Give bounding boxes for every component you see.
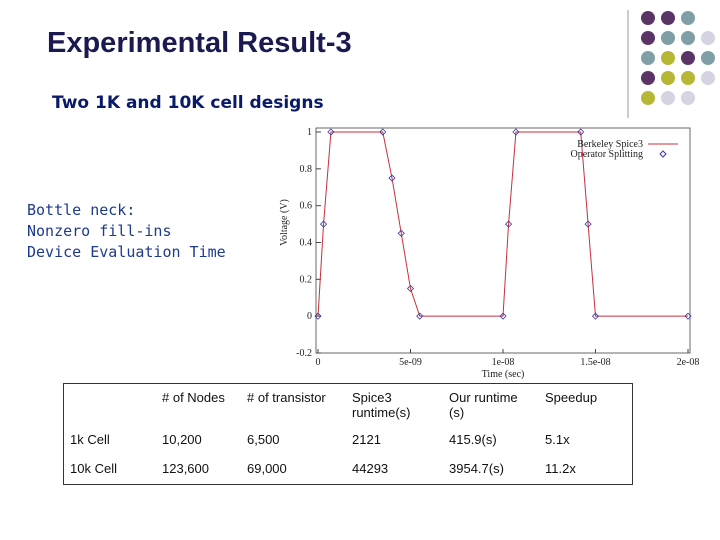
y-axis-label: Voltage (V) xyxy=(279,199,290,246)
diamond-marker xyxy=(397,229,405,237)
x-tick-label: 1e-08 xyxy=(492,357,515,368)
x-axis-label: Time (sec) xyxy=(482,369,525,380)
diamond-marker xyxy=(504,220,513,228)
cell: 69,000 xyxy=(247,461,287,476)
note: Bottle neck: xyxy=(27,201,136,219)
x-tick-label: 1.5e-08 xyxy=(580,357,610,368)
header-cell: # of Nodes xyxy=(162,390,225,405)
header-cell: Our runtime (s) xyxy=(449,390,518,420)
diamond-marker xyxy=(499,312,507,320)
cell: 11.2x xyxy=(545,461,576,476)
y-tick-label: 0 xyxy=(307,311,312,322)
diamond-marker xyxy=(577,128,585,136)
y-tick-label: 0.6 xyxy=(300,201,313,212)
note: Device Evaluation Time xyxy=(27,243,226,261)
diamond-marker xyxy=(379,128,387,136)
cell: 1k Cell xyxy=(70,432,110,447)
cell: 5.1x xyxy=(545,432,570,447)
legend-marker xyxy=(659,150,667,158)
diamond-marker xyxy=(591,312,600,320)
notes: Bottle neck: Nonzero fill-ins Device Eva… xyxy=(27,200,226,263)
cell: 6,500 xyxy=(247,432,280,447)
diamond-marker xyxy=(684,312,692,320)
note: Nonzero fill-ins xyxy=(27,222,172,240)
series-line xyxy=(317,131,688,317)
diamond-marker xyxy=(416,312,424,320)
header-cell xyxy=(64,384,157,427)
y-tick-label: 0.2 xyxy=(300,274,313,285)
y-tick-label: 0.8 xyxy=(300,164,313,175)
diamond-marker xyxy=(406,284,415,293)
y-tick-label: 1 xyxy=(307,127,312,138)
cell: 3954.7(s) xyxy=(449,461,504,476)
cell: 10,200 xyxy=(162,432,202,447)
slide-title: Experimental Result-3 xyxy=(47,27,352,59)
cell: 415.9(s) xyxy=(449,432,497,447)
x-tick-label: 2e-08 xyxy=(677,357,700,368)
cell: 2121 xyxy=(352,432,381,447)
legend-label: Berkeley Spice3 xyxy=(577,139,643,150)
cell: 123,600 xyxy=(162,461,209,476)
diamond-marker xyxy=(327,128,335,136)
header-cell: # of transistor xyxy=(247,390,326,405)
legend-label: Operator Splitting xyxy=(571,149,644,160)
cell: 10k Cell xyxy=(70,461,117,476)
y-tick-label: -0.2 xyxy=(296,348,312,359)
header-cell: Speedup xyxy=(545,390,598,405)
diamond-marker xyxy=(314,312,322,320)
diamond-marker xyxy=(319,220,328,228)
header-row: # of Nodes # of transistor Spice3 runtim… xyxy=(64,384,633,427)
cell: 44293 xyxy=(352,461,389,476)
diamond-marker xyxy=(388,174,396,182)
diamond-marker xyxy=(584,220,592,228)
slide-subtitle: Two 1K and 10K cell designs xyxy=(52,93,324,113)
diamond-marker xyxy=(512,128,520,136)
results-table: # of Nodes # of transistor Spice3 runtim… xyxy=(63,383,633,485)
x-tick-label: 0 xyxy=(316,357,321,368)
header-cell: Spice3 runtime(s) xyxy=(352,390,411,420)
x-tick-label: 5e-09 xyxy=(399,357,422,368)
row: 10k Cell 123,600 69,000 44293 3954.7(s) 11.2x xyxy=(64,455,633,485)
row: 1k Cell 10,200 6,500 2121 415.9(s) 5.1x xyxy=(64,426,633,455)
y-tick-label: 0.4 xyxy=(300,238,313,249)
